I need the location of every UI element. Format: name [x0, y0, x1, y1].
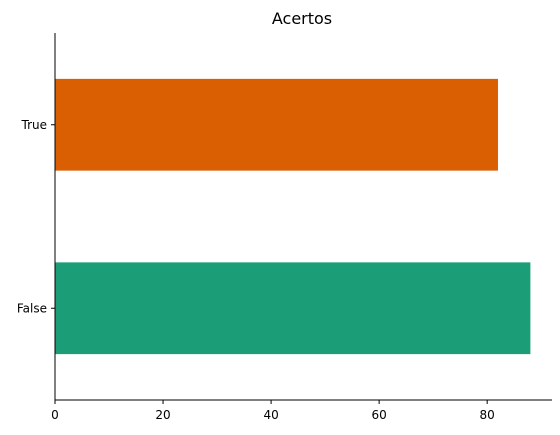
x-axis-ticks: 0 20 40 60 80	[51, 400, 495, 422]
x-tick-label: 80	[480, 408, 495, 422]
x-tick-label: 20	[155, 408, 170, 422]
y-tick-label: True	[21, 118, 48, 132]
bar-true	[55, 78, 498, 171]
bar-false	[55, 262, 531, 355]
x-tick-label: 0	[51, 408, 59, 422]
x-tick-label: 60	[371, 408, 386, 422]
y-tick-label: False	[17, 301, 47, 315]
chart-title: Acertos	[272, 9, 332, 28]
y-axis-ticks: False True	[17, 118, 55, 315]
bars-group	[55, 78, 531, 355]
x-tick-label: 40	[263, 408, 278, 422]
